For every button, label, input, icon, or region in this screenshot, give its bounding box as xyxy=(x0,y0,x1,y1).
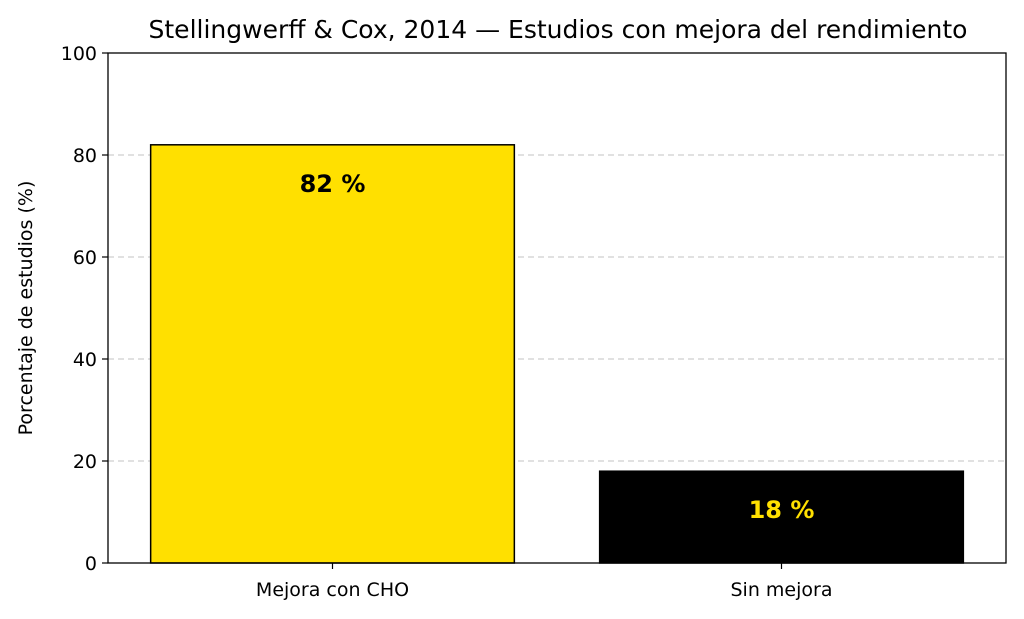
bar xyxy=(598,470,965,564)
x-axis-ticks: Mejora con CHO Sin mejora xyxy=(256,563,833,601)
bars xyxy=(149,144,965,564)
y-tick-label: 60 xyxy=(73,247,97,269)
x-tick-label: Sin mejora xyxy=(731,579,833,601)
y-tick-label: 20 xyxy=(73,451,97,473)
y-tick-label: 0 xyxy=(85,553,97,575)
bar-value-label: 82 % xyxy=(300,170,366,198)
plot-frame xyxy=(107,52,1007,564)
y-axis-label: Porcentaje de estudios (%) xyxy=(15,181,37,436)
bar xyxy=(149,144,516,564)
y-tick-label: 100 xyxy=(61,43,97,65)
bar-value-label: 18 % xyxy=(749,496,815,524)
bar-value-labels: 82 % 18 % xyxy=(300,170,815,524)
y-axis-ticks: 0 20 40 60 80 100 xyxy=(61,43,108,575)
chart-title: Stellingwerff & Cox, 2014 — Estudios con… xyxy=(149,15,968,44)
y-tick-label: 40 xyxy=(73,349,97,371)
x-tick-label: Mejora con CHO xyxy=(256,579,409,601)
y-tick-label: 80 xyxy=(73,145,97,167)
